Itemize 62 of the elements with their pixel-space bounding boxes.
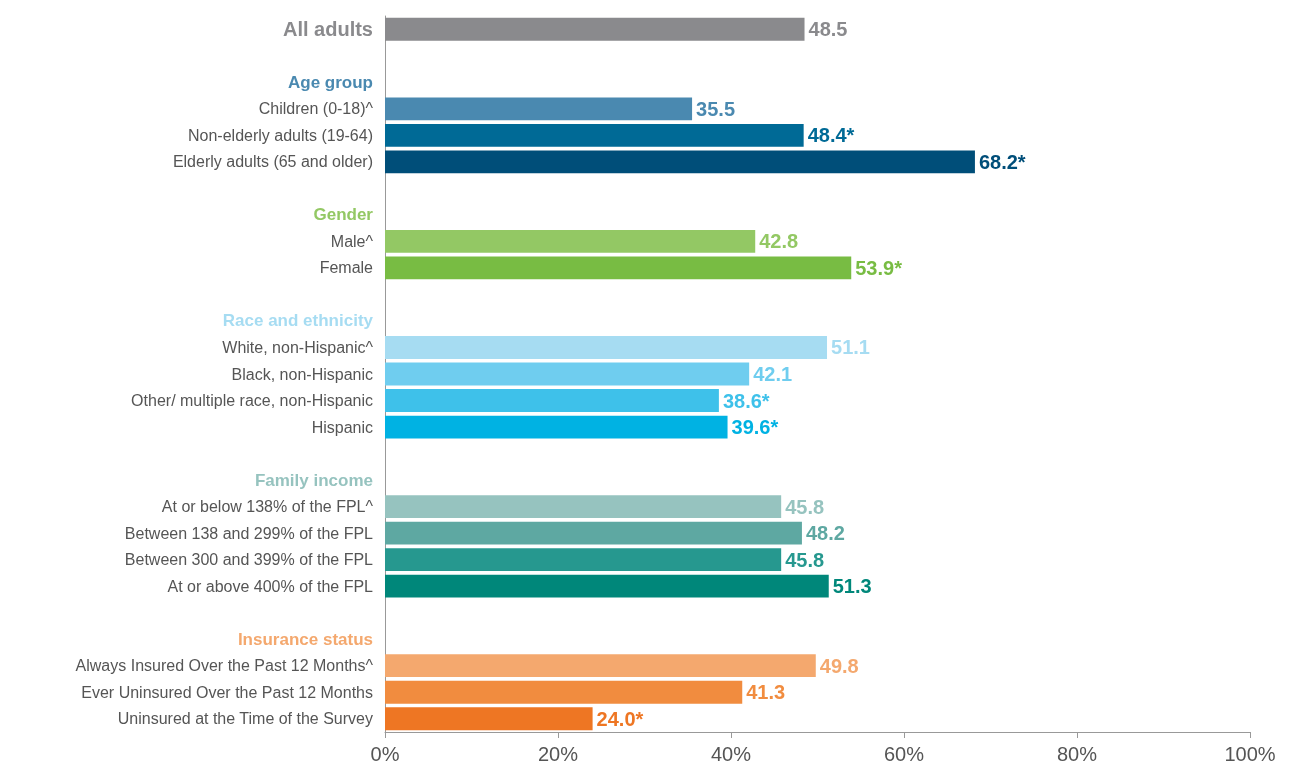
y-tick-label: Male^: [330, 232, 374, 250]
bar: [385, 230, 756, 253]
y-tick-label: Elderly adults (65 and older): [172, 153, 373, 171]
bar: [385, 389, 719, 412]
x-tick-label: 100%: [1224, 743, 1276, 765]
y-tick-label: Race and ethnicity: [222, 311, 374, 331]
y-tick-label: White, non-Hispanic^: [222, 338, 374, 356]
bar: [385, 415, 728, 439]
bar: [385, 123, 804, 147]
y-tick-label: Gender: [313, 205, 374, 225]
y-tick-label: Non-elderly adults (19-64): [188, 126, 373, 144]
y-tick-label: Always Insured Over the Past 12 Months^: [75, 657, 374, 675]
bar: [385, 707, 593, 731]
data-label: 49.8: [819, 654, 859, 677]
y-tick-label: Children (0-18)^: [258, 100, 374, 118]
data-label: 45.8: [785, 548, 825, 571]
x-tick-label: 80%: [1056, 743, 1098, 765]
y-tick-label: Family income: [254, 470, 373, 490]
data-label: 38.6*: [722, 389, 770, 412]
data-label: 42.1: [753, 363, 793, 385]
y-tick-label: At or above 400% of the FPL: [167, 577, 374, 595]
data-label: 42.8: [759, 230, 799, 253]
y-tick-label: Hispanic: [311, 418, 373, 436]
bar: [385, 256, 852, 280]
bar: [385, 495, 782, 518]
y-tick-label: Age group: [288, 72, 373, 92]
bar: [385, 97, 693, 121]
data-label: 41.3: [746, 681, 786, 704]
bar: [385, 548, 782, 572]
y-tick-label: Other/ multiple race, non-Hispanic: [131, 392, 373, 410]
data-label: 51.1: [831, 336, 870, 359]
y-tick-label: Between 300 and 399% of the FPL: [124, 551, 374, 569]
x-tick-label: 0%: [370, 743, 400, 765]
x-tick-label: 20%: [537, 743, 579, 765]
y-tick-label: All adults: [282, 18, 373, 41]
data-label: 53.9*: [855, 256, 903, 279]
bar: [385, 654, 816, 678]
data-label: 45.8: [785, 495, 825, 518]
data-label: 48.2: [805, 522, 845, 545]
data-label: 68.2*: [978, 150, 1026, 173]
y-tick-label: Ever Uninsured Over the Past 12 Months: [81, 683, 373, 701]
x-tick-label: 40%: [710, 743, 752, 765]
y-tick-label: Insurance status: [237, 629, 373, 649]
y-tick-label: At or below 138% of the FPL^: [161, 498, 374, 516]
bar: [385, 680, 743, 704]
data-label: 35.5: [696, 97, 736, 120]
bar: [385, 17, 805, 41]
bar: [385, 521, 802, 545]
bar: [385, 336, 828, 359]
y-tick-label: Uninsured at the Time of the Survey: [117, 710, 373, 728]
data-label: 48.5: [808, 18, 848, 41]
y-tick-label: Between 138 and 299% of the FPL: [124, 524, 374, 542]
data-label: 51.3: [832, 575, 872, 598]
bar: [385, 574, 829, 598]
x-tick-label: 60%: [883, 743, 925, 765]
bar: [385, 150, 975, 174]
bar: [385, 362, 750, 386]
data-label: 48.4*: [807, 124, 855, 147]
y-tick-label: Female: [319, 259, 374, 277]
data-label: 24.0*: [596, 707, 644, 730]
data-label: 39.6*: [731, 416, 779, 439]
y-tick-label: Black, non-Hispanic: [231, 365, 373, 383]
